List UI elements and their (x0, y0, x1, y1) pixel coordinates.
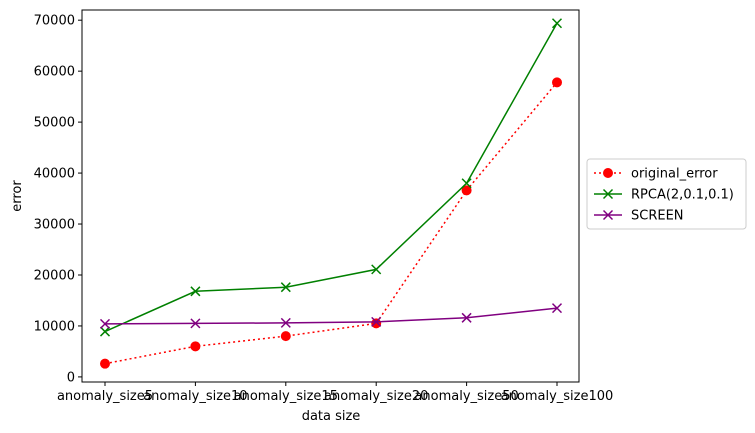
data-point-rpca-2-0-1-0-1 (461, 178, 472, 189)
data-point-screen (190, 318, 201, 329)
series-original-error (100, 77, 562, 369)
x-axis: anomaly_size5anomaly_size10anomaly_size1… (57, 382, 613, 404)
x-tick-label: anomaly_size5 (57, 389, 153, 404)
y-tick-label: 0 (67, 370, 75, 385)
x-tick-label: anomaly_size100 (501, 389, 614, 404)
plot-area-frame (81, 9, 580, 383)
legend-label-rpca-2-0-1-0-1: RPCA(2,0.1,0.1) (631, 188, 734, 203)
x-tick-label: anomaly_size10 (143, 389, 247, 404)
data-point-original-error (552, 77, 562, 88)
legend-item-screen: SCREEN (594, 209, 684, 224)
legend-item-rpca-2-0-1-0-1: RPCA(2,0.1,0.1) (594, 188, 734, 203)
x-tick-label: anomaly_size20 (324, 389, 428, 404)
data-point-original-error (371, 318, 382, 329)
data-point-screen (280, 317, 291, 328)
legend-marker-screen (602, 209, 614, 221)
y-tick-label: 70000 (34, 14, 75, 29)
legend-item-original-error: original_error (594, 167, 718, 182)
data-point-original-error (461, 185, 472, 196)
x-tick-label: anomaly_size50 (414, 389, 518, 404)
data-point-original-error (190, 341, 201, 352)
y-tick-label: 20000 (34, 268, 75, 283)
data-point-rpca-2-0-1-0-1 (99, 326, 111, 337)
data-point-rpca-2-0-1-0-1 (551, 18, 563, 29)
y-tick-label: 50000 (34, 116, 75, 131)
y-axis: 0 10000 20000 30000 40000 50000 60000 70000 (34, 14, 82, 385)
legend-frame (586, 158, 747, 230)
data-point-screen (99, 318, 111, 329)
y-tick-label: 30000 (34, 218, 75, 233)
series-rpca-2-0-1-0-1 (99, 18, 563, 337)
series-line-rpca-2-0-1-0-1 (104, 22, 558, 333)
data-point-rpca-2-0-1-0-1 (371, 264, 382, 275)
legend-label-screen: SCREEN (631, 209, 684, 224)
y-tick-label: 10000 (34, 319, 75, 334)
data-point-screen (371, 316, 382, 327)
series-layer (99, 18, 563, 369)
x-axis-label: data size (302, 409, 361, 424)
series-line-original-error (104, 81, 558, 365)
legend-marker-original-error (603, 168, 613, 178)
y-tick-label: 60000 (34, 65, 75, 80)
legend-marker-rpca-2-0-1-0-1 (602, 188, 614, 200)
legend: original_error RPCA(2,0.1,0.1) SCREEN (586, 158, 747, 230)
legend-label-original-error: original_error (631, 167, 718, 182)
data-point-original-error (280, 331, 291, 342)
data-point-rpca-2-0-1-0-1 (190, 286, 201, 297)
x-tick-label: anomaly_size15 (234, 389, 338, 404)
series-screen (99, 303, 563, 329)
data-point-rpca-2-0-1-0-1 (280, 282, 291, 293)
series-line-screen (104, 307, 558, 325)
y-axis-label: error (10, 180, 25, 212)
data-point-original-error (100, 358, 110, 369)
data-point-screen (551, 303, 563, 314)
data-point-screen (461, 312, 472, 323)
y-tick-label: 40000 (34, 167, 75, 182)
